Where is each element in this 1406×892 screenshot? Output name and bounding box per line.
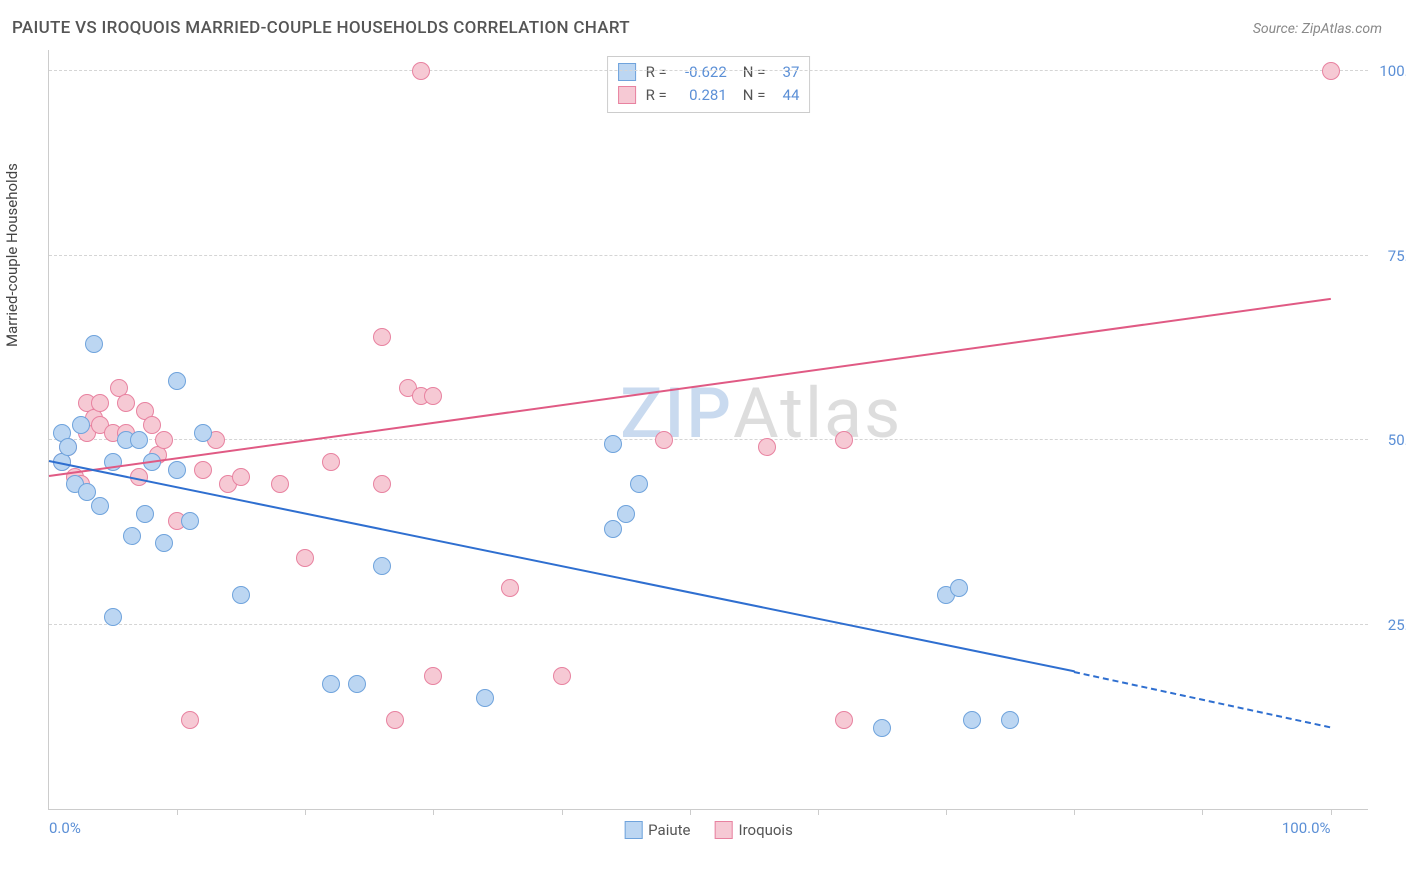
data-point-iroquois xyxy=(412,62,430,80)
chart-container: Married-couple Households ZIPAtlas R = -… xyxy=(48,50,1386,810)
swatch-iroquois xyxy=(715,821,733,839)
r-value-iroquois: 0.281 xyxy=(673,84,727,107)
chart-title: PAIUTE VS IROQUOIS MARRIED-COUPLE HOUSEH… xyxy=(12,18,630,38)
data-point-paiute xyxy=(123,527,141,545)
data-point-paiute xyxy=(232,586,250,604)
data-point-paiute xyxy=(194,424,212,442)
data-point-paiute xyxy=(1001,711,1019,729)
y-axis-label: Married-couple Households xyxy=(3,163,21,347)
source-label: Source: ZipAtlas.com xyxy=(1253,21,1382,37)
x-tick xyxy=(946,809,947,815)
data-point-iroquois xyxy=(91,394,109,412)
y-tick-label: 50.0% xyxy=(1388,431,1406,449)
data-point-iroquois xyxy=(1322,62,1340,80)
data-point-iroquois xyxy=(386,711,404,729)
data-point-iroquois xyxy=(373,475,391,493)
data-point-paiute xyxy=(873,719,891,737)
x-max-label: 100.0% xyxy=(1282,819,1331,837)
legend-label-iroquois: Iroquois xyxy=(739,821,793,839)
data-point-paiute xyxy=(91,497,109,515)
plot-area: ZIPAtlas R = -0.622 N = 37 R = 0.281 N =… xyxy=(48,50,1368,810)
data-point-paiute xyxy=(168,372,186,390)
x-tick xyxy=(1074,809,1075,815)
n-label: N = xyxy=(743,84,766,107)
r-value-paiute: -0.622 xyxy=(673,61,727,84)
data-point-paiute xyxy=(630,475,648,493)
trend-line xyxy=(49,298,1331,477)
data-point-iroquois xyxy=(501,579,519,597)
r-label: R = xyxy=(646,61,667,84)
n-label: N = xyxy=(743,61,766,84)
data-point-iroquois xyxy=(143,416,161,434)
y-tick-label: 25.0% xyxy=(1388,616,1406,634)
x-tick xyxy=(562,809,563,815)
stats-row-iroquois: R = 0.281 N = 44 xyxy=(618,84,800,107)
gridline xyxy=(49,624,1368,625)
data-point-iroquois xyxy=(271,475,289,493)
data-point-iroquois xyxy=(155,431,173,449)
data-point-iroquois xyxy=(296,549,314,567)
swatch-paiute xyxy=(618,63,636,81)
data-point-paiute xyxy=(130,431,148,449)
trend-line-dash xyxy=(1074,671,1331,728)
x-min-label: 0.0% xyxy=(49,819,81,837)
y-tick-label: 100.0% xyxy=(1379,62,1406,80)
data-point-paiute xyxy=(59,438,77,456)
data-point-paiute xyxy=(963,711,981,729)
data-point-paiute xyxy=(617,505,635,523)
stats-box: R = -0.622 N = 37 R = 0.281 N = 44 xyxy=(607,56,811,113)
r-label: R = xyxy=(646,84,667,107)
x-tick xyxy=(690,809,691,815)
data-point-paiute xyxy=(168,461,186,479)
data-point-iroquois xyxy=(835,711,853,729)
data-point-paiute xyxy=(85,335,103,353)
data-point-iroquois xyxy=(117,394,135,412)
swatch-paiute xyxy=(624,821,642,839)
x-tick xyxy=(433,809,434,815)
data-point-paiute xyxy=(348,675,366,693)
data-point-paiute xyxy=(155,534,173,552)
n-value-iroquois: 44 xyxy=(771,84,799,107)
data-point-paiute xyxy=(604,520,622,538)
data-point-iroquois xyxy=(655,431,673,449)
data-point-paiute xyxy=(476,689,494,707)
y-tick-label: 75.0% xyxy=(1388,247,1406,265)
trend-line xyxy=(49,460,1075,672)
watermark-zip: ZIP xyxy=(620,373,733,455)
data-point-iroquois xyxy=(424,387,442,405)
x-tick xyxy=(818,809,819,815)
data-point-iroquois xyxy=(553,667,571,685)
data-point-paiute xyxy=(78,483,96,501)
data-point-iroquois xyxy=(232,468,250,486)
bottom-legend: Paiute Iroquois xyxy=(624,821,793,839)
gridline xyxy=(49,255,1368,256)
data-point-iroquois xyxy=(424,667,442,685)
legend-label-paiute: Paiute xyxy=(648,821,690,839)
swatch-iroquois xyxy=(618,86,636,104)
x-tick xyxy=(1331,809,1332,815)
x-tick xyxy=(177,809,178,815)
n-value-paiute: 37 xyxy=(771,61,799,84)
data-point-iroquois xyxy=(835,431,853,449)
data-point-paiute xyxy=(604,435,622,453)
gridline xyxy=(49,439,1368,440)
data-point-paiute xyxy=(181,512,199,530)
legend-item-paiute: Paiute xyxy=(624,821,690,839)
x-tick xyxy=(1202,809,1203,815)
data-point-iroquois xyxy=(758,438,776,456)
data-point-iroquois xyxy=(181,711,199,729)
data-point-paiute xyxy=(136,505,154,523)
stats-row-paiute: R = -0.622 N = 37 xyxy=(618,61,800,84)
data-point-iroquois xyxy=(322,453,340,471)
data-point-iroquois xyxy=(373,328,391,346)
data-point-paiute xyxy=(104,608,122,626)
data-point-paiute xyxy=(950,579,968,597)
legend-item-iroquois: Iroquois xyxy=(715,821,793,839)
data-point-paiute xyxy=(72,416,90,434)
gridline xyxy=(49,70,1368,71)
x-tick xyxy=(305,809,306,815)
data-point-iroquois xyxy=(194,461,212,479)
data-point-paiute xyxy=(373,557,391,575)
data-point-paiute xyxy=(322,675,340,693)
